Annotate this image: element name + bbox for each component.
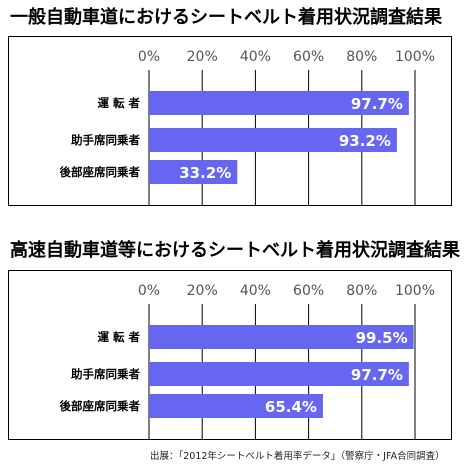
x-tick-label-60: 60% [293, 283, 324, 299]
x-tick-label-100: 100% [395, 49, 435, 65]
value-label-0: 99.5% [356, 329, 408, 347]
bar-0 [149, 91, 409, 115]
source-note: 出展：「2012年シートベルト着用率データ」（警察庁・JFA合同調査） [150, 451, 445, 462]
chart-expressway: 0% 20% 40% 60% 80% 100% 運 転 者 99.5% 助手席同乗者 97.7% 後… [8, 270, 452, 440]
x-tick-label-20: 20% [187, 49, 218, 65]
chart-general-road: 0% 20% 40% 60% 80% 100% 運 転 者 97.7% 助手席同乗者 93.2% 後… [8, 36, 452, 206]
chart-title-general-road: 一般自動車道におけるシートベルト着用状況調査結果 [10, 7, 442, 28]
x-tick-label-60: 60% [293, 49, 324, 65]
bar-2 [149, 394, 323, 418]
chart-svg-expressway: 0% 20% 40% 60% 80% 100% 運 転 者 99.5% 助手席同乗者 97.7% 後… [60, 283, 435, 439]
category-label-0: 運 転 者 [97, 96, 140, 110]
value-label-2: 65.4% [265, 398, 317, 416]
x-tick-label-0: 0% [138, 49, 160, 65]
category-label-1: 助手席同乗者 [71, 133, 140, 147]
x-tick-label-0: 0% [138, 283, 160, 299]
value-label-1: 97.7% [351, 366, 403, 384]
category-label-2: 後部座席同乗者 [60, 165, 141, 179]
bar-1 [149, 128, 397, 152]
value-label-0: 97.7% [351, 95, 403, 113]
x-tick-label-80: 80% [346, 283, 377, 299]
value-label-1: 93.2% [339, 132, 391, 150]
x-tick-label-20: 20% [187, 283, 218, 299]
bar-0 [149, 325, 414, 349]
bar-2 [149, 160, 238, 184]
chart-svg-general-road: 0% 20% 40% 60% 80% 100% 運 転 者 97.7% 助手席同乗者 93.2% 後… [60, 49, 435, 205]
x-tick-label-40: 40% [240, 283, 271, 299]
x-tick-label-100: 100% [395, 283, 435, 299]
value-label-2: 33.2% [179, 164, 231, 182]
chart-title-expressway: 高速自動車道等におけるシートベルト着用状況調査結果 [10, 240, 460, 261]
bar-1 [149, 362, 409, 386]
category-label-2: 後部座席同乗者 [60, 399, 141, 413]
category-label-1: 助手席同乗者 [71, 367, 140, 381]
x-tick-label-80: 80% [346, 49, 377, 65]
x-tick-label-40: 40% [240, 49, 271, 65]
category-label-0: 運 転 者 [97, 330, 140, 344]
